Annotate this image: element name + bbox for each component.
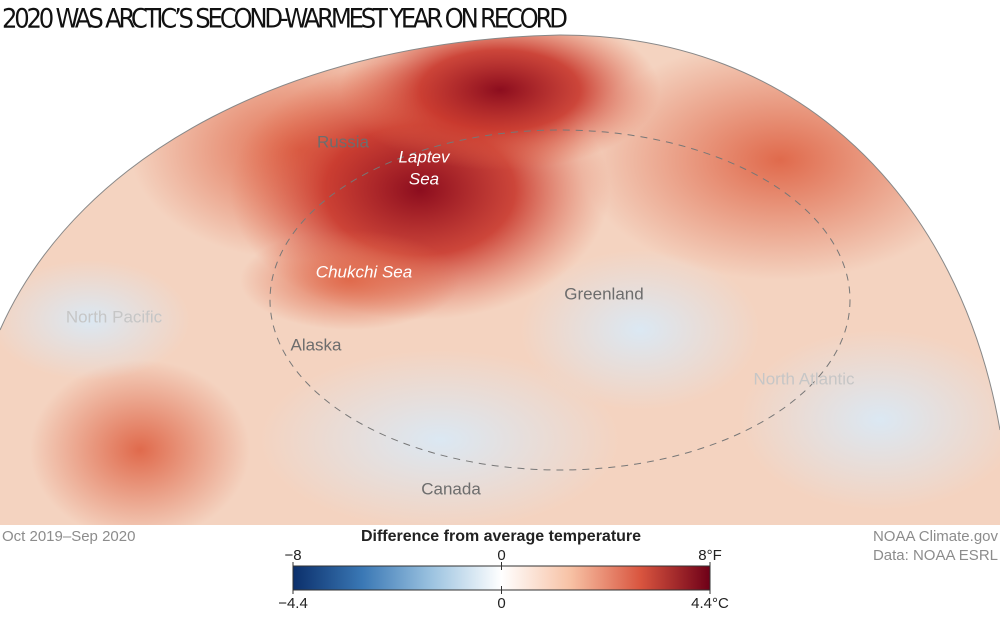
tick-label: 4.4°C [691,595,729,612]
sea-label: Chukchi Sea [316,262,412,281]
ocean-label: North Pacific [66,307,163,326]
globe-edge [0,34,1000,431]
place-label: Alaska [290,335,342,354]
tick-label: −8 [284,547,301,564]
period: Oct 2019–Sep 2020 [2,528,135,545]
tick-label: −4.4 [278,595,308,612]
tick-label: 0 [497,547,505,564]
tick-label: 8°F [698,547,722,564]
place-label: Canada [421,479,481,498]
map [0,35,1000,525]
sea-label: Laptev [398,147,451,166]
ocean-label: North Atlantic [753,369,855,388]
place-label: Greenland [564,284,643,303]
sea-label: Sea [409,169,439,188]
place-label: Russia [317,132,370,151]
tick-label: 0 [497,595,505,612]
title: 2020 WAS ARCTIC’S SECOND-WARMEST YEAR ON… [2,4,568,35]
legend-title: Difference from average temperature [361,528,641,545]
credit: NOAA Climate.gov [873,528,999,545]
credit: Data: NOAA ESRL [873,547,998,564]
